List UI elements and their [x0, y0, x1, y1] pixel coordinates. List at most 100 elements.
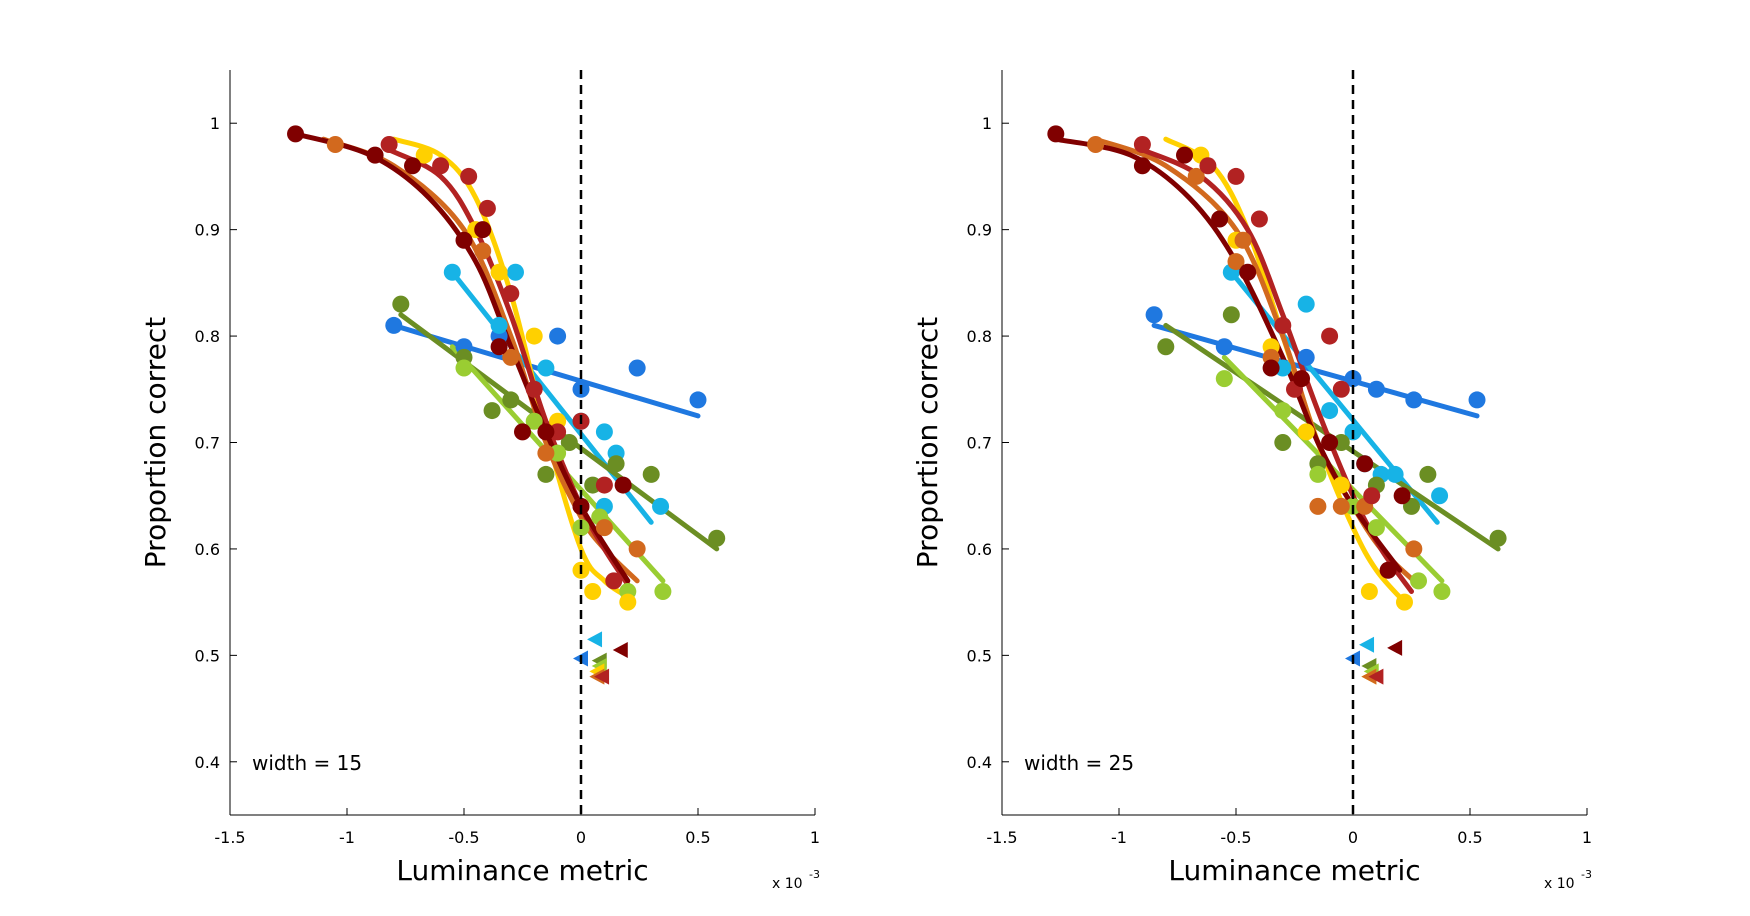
data-point-series-4 [525, 327, 543, 345]
data-point-series-4 [1332, 476, 1350, 494]
y-tick-label: 0.4 [195, 753, 220, 772]
y-tick-label: 0.7 [195, 434, 220, 453]
data-point-series-2 [483, 402, 501, 420]
y-tick-label: 0.5 [967, 646, 992, 665]
data-point-series-0 [1367, 380, 1385, 398]
data-point-series-5 [326, 136, 344, 153]
data-point-series-5 [1332, 497, 1350, 515]
data-point-series-6 [605, 572, 623, 590]
data-point-series-6 [1274, 316, 1292, 334]
data-point-series-1 [1386, 465, 1404, 483]
data-point-series-7 [474, 221, 492, 239]
data-point-series-2 [1222, 306, 1240, 324]
data-point-series-0 [1215, 338, 1233, 356]
data-point-series-2 [560, 434, 578, 451]
data-point-series-5 [1187, 167, 1205, 185]
data-point-series-7 [1133, 157, 1151, 175]
fit-curve-series-1 [1228, 269, 1440, 525]
data-point-series-7 [1293, 370, 1311, 388]
y-tick-label: 0.8 [967, 327, 992, 346]
data-point-series-2 [642, 465, 660, 483]
threshold-marker-series-7 [612, 642, 628, 659]
data-point-series-5 [474, 242, 492, 260]
data-point-series-0 [1297, 348, 1315, 366]
data-point-series-4 [1395, 593, 1413, 611]
data-point-series-3 [654, 583, 672, 600]
data-point-series-7 [1262, 359, 1280, 377]
y-tick-label: 0.7 [967, 434, 992, 453]
x-tick-label: 0.5 [685, 828, 710, 847]
data-point-series-5 [595, 519, 613, 537]
x-tick-label: -0.5 [1220, 828, 1251, 847]
data-point-series-4 [1297, 423, 1315, 441]
x-tick-label: 1 [1582, 828, 1592, 847]
x-tick-label: 1 [810, 828, 820, 847]
threshold-marker-series-1 [587, 631, 603, 648]
data-point-series-5 [537, 444, 555, 462]
x-multiplier-label: x 10 [1544, 876, 1575, 892]
data-point-series-0 [1468, 391, 1486, 409]
data-point-series-0 [385, 316, 403, 334]
data-point-series-5 [1309, 497, 1327, 515]
data-point-series-6 [460, 167, 478, 185]
data-point-series-6 [502, 285, 520, 302]
data-point-series-2 [537, 465, 555, 483]
data-point-series-7 [1239, 263, 1257, 281]
data-point-series-2 [708, 529, 726, 547]
threshold-marker-series-1 [1359, 636, 1375, 653]
data-point-series-5 [1227, 253, 1245, 271]
y-tick-label: 0.9 [195, 221, 220, 240]
data-point-series-1 [537, 359, 555, 377]
data-point-series-1 [443, 263, 461, 281]
y-axis-title: Proportion correct [911, 317, 944, 568]
data-point-series-3 [1410, 572, 1428, 590]
data-point-series-2 [1274, 434, 1292, 451]
data-point-series-6 [525, 380, 543, 398]
data-point-series-5 [1405, 540, 1423, 558]
x-tick-label: 0.5 [1457, 828, 1482, 847]
y-tick-label: 1 [210, 114, 220, 133]
y-tick-label: 1 [982, 114, 992, 133]
x-axis-title: Luminance metric [396, 854, 648, 887]
data-point-series-0 [628, 359, 646, 377]
data-point-series-0 [1145, 306, 1163, 324]
data-point-series-3 [1309, 465, 1327, 483]
data-point-series-3 [455, 359, 473, 377]
threshold-marker-series-7 [1387, 639, 1403, 656]
data-point-series-7 [614, 476, 632, 494]
data-point-series-4 [619, 593, 637, 611]
data-point-series-4 [490, 263, 508, 281]
data-point-series-1 [490, 316, 508, 334]
data-point-series-2 [1157, 338, 1175, 356]
data-point-series-7 [1393, 487, 1411, 505]
data-point-series-0 [1405, 391, 1423, 409]
data-point-series-6 [432, 157, 450, 175]
data-point-series-1 [595, 423, 613, 441]
data-point-series-7 [287, 125, 305, 143]
width-annotation: width = 15 [252, 751, 362, 775]
y-tick-label: 0.8 [195, 327, 220, 346]
data-point-series-6 [1250, 210, 1268, 228]
data-point-series-6 [1332, 380, 1350, 398]
y-tick-label: 0.5 [195, 646, 220, 665]
data-point-series-6 [1133, 136, 1151, 153]
chart-panel-width-25: -1.5 -1 -0.5 0 0.5 1 0.4 0.5 0.6 0.7 0.8 0.9 1 Lumina… [911, 70, 1592, 892]
data-point-series-5 [502, 348, 520, 366]
data-point-series-7 [490, 338, 508, 356]
data-point-series-7 [366, 146, 384, 164]
data-point-series-1 [1274, 359, 1292, 377]
data-point-series-6 [1321, 327, 1339, 345]
y-tick-label: 0.6 [195, 540, 220, 559]
data-point-series-7 [404, 157, 422, 175]
data-point-series-7 [1211, 210, 1229, 228]
fit-curve-series-6 [386, 147, 635, 594]
data-point-series-7 [514, 423, 531, 441]
data-point-series-4 [584, 583, 602, 600]
x-tick-label: 0 [1348, 828, 1358, 847]
data-point-series-7 [1379, 561, 1397, 579]
data-point-series-4 [1360, 583, 1378, 600]
x-multiplier-exponent: -3 [809, 868, 820, 881]
data-point-series-6 [380, 136, 398, 153]
threshold-marker-series-6 [594, 668, 610, 685]
